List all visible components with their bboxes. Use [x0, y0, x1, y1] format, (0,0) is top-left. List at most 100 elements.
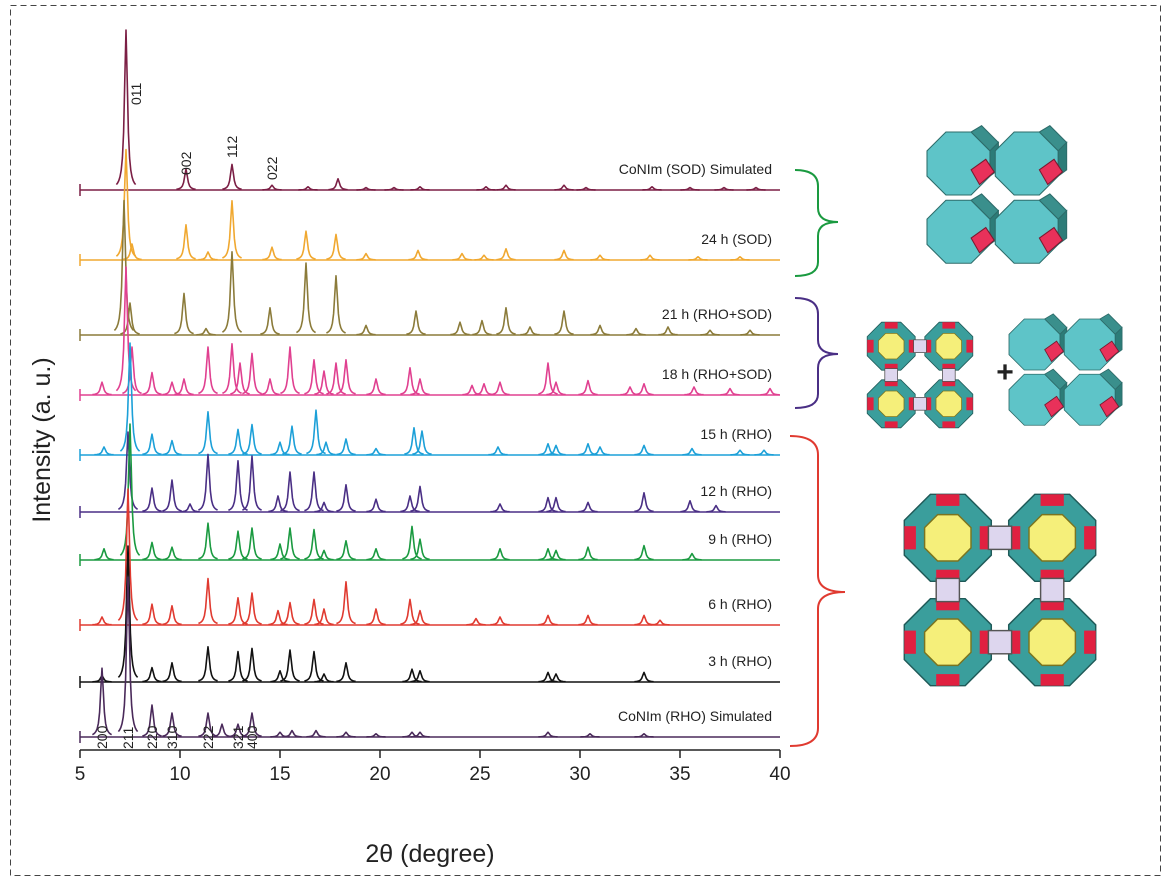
- x-tick-label: 25: [469, 764, 490, 785]
- peak: [490, 382, 509, 394]
- peak: [490, 504, 509, 512]
- peak: [228, 429, 247, 454]
- peak: [162, 606, 181, 625]
- peak: [680, 501, 699, 512]
- peak: [336, 663, 355, 682]
- peak: [198, 579, 217, 624]
- peak: [634, 672, 653, 681]
- peak: [268, 496, 287, 511]
- peak: [280, 650, 299, 681]
- series-label: 12 h (RHO): [700, 483, 772, 499]
- peak: [496, 249, 515, 260]
- peak: [92, 382, 111, 394]
- peak: [520, 327, 539, 335]
- peak: [496, 185, 515, 190]
- peak: [466, 619, 485, 625]
- reflection-label: 200: [94, 725, 110, 749]
- series-label: CoNIm (RHO) Simulated: [618, 708, 772, 724]
- peak: [578, 502, 597, 511]
- peak: [488, 447, 507, 455]
- reflection-label: 400: [244, 725, 260, 749]
- peak: [554, 250, 573, 259]
- peak: [578, 444, 597, 455]
- peak: [280, 347, 299, 393]
- peak: [280, 472, 299, 511]
- peak: [650, 620, 669, 625]
- peak: [162, 441, 181, 455]
- peak: [578, 381, 597, 395]
- peak: [304, 472, 323, 511]
- peak: [326, 234, 345, 259]
- peak: [634, 445, 653, 454]
- peak: [366, 499, 385, 511]
- peak: [142, 434, 161, 454]
- peak: [336, 439, 355, 454]
- peak: [198, 454, 217, 510]
- peak: [740, 330, 759, 335]
- peak: [496, 308, 515, 334]
- peak: [92, 617, 111, 625]
- x-tick-label: 20: [369, 764, 390, 785]
- x-tick-label: 15: [269, 764, 290, 785]
- peak: [366, 549, 385, 560]
- reflection-label: 022: [264, 156, 280, 180]
- peak: [142, 373, 161, 395]
- reflection-label: 310: [164, 725, 180, 749]
- peak: [328, 179, 347, 190]
- peak: [538, 615, 557, 624]
- peak: [116, 150, 135, 257]
- series-label: 15 h (RHO): [700, 426, 772, 442]
- peak: [228, 461, 247, 510]
- peak: [452, 254, 471, 260]
- peak: [538, 732, 557, 737]
- peak: [634, 384, 653, 395]
- peak: [94, 549, 113, 560]
- peak: [176, 225, 195, 259]
- page: {"chart_data": { "type": "stacked-patter…: [0, 0, 1165, 878]
- peak: [260, 379, 279, 394]
- peak: [590, 255, 609, 260]
- structure-sod-small: [1009, 314, 1122, 425]
- peak: [118, 577, 137, 732]
- peak: [730, 450, 749, 455]
- peak: [242, 353, 261, 393]
- peak: [578, 547, 597, 559]
- peak: [92, 668, 111, 734]
- peak: [242, 528, 261, 559]
- peak: [304, 530, 323, 559]
- chart: + 2θ (degree) Intensity (a. u.) 51015202…: [0, 0, 1165, 878]
- peak: [222, 164, 241, 189]
- peak: [626, 329, 645, 335]
- peak: [162, 480, 181, 511]
- peak: [366, 609, 385, 624]
- peak: [406, 311, 425, 334]
- peak: [228, 652, 247, 681]
- peak: [262, 185, 281, 190]
- reflection-label: 002: [178, 151, 194, 175]
- peak: [720, 389, 739, 395]
- peak: [142, 604, 161, 624]
- peak: [142, 542, 161, 559]
- peak: [590, 325, 609, 334]
- peak: [356, 254, 375, 260]
- peak: [700, 330, 719, 335]
- series-label: 21 h (RHO+SOD): [662, 306, 772, 322]
- peak: [198, 347, 217, 393]
- peak: [326, 363, 345, 394]
- peak: [336, 485, 355, 511]
- peak: [228, 531, 247, 559]
- peak: [356, 325, 375, 334]
- reflection-label: 220: [144, 725, 160, 749]
- peak: [490, 549, 509, 560]
- series-label: 9 h (RHO): [708, 531, 772, 547]
- peak: [474, 255, 493, 260]
- peak: [682, 449, 701, 455]
- peak: [554, 185, 573, 190]
- peak: [336, 541, 355, 560]
- peak: [198, 647, 217, 681]
- peak: [142, 488, 161, 511]
- bracket: [795, 170, 838, 276]
- peak: [198, 523, 217, 559]
- peak: [490, 617, 509, 625]
- y-axis-title: Intensity (a. u.): [28, 357, 56, 522]
